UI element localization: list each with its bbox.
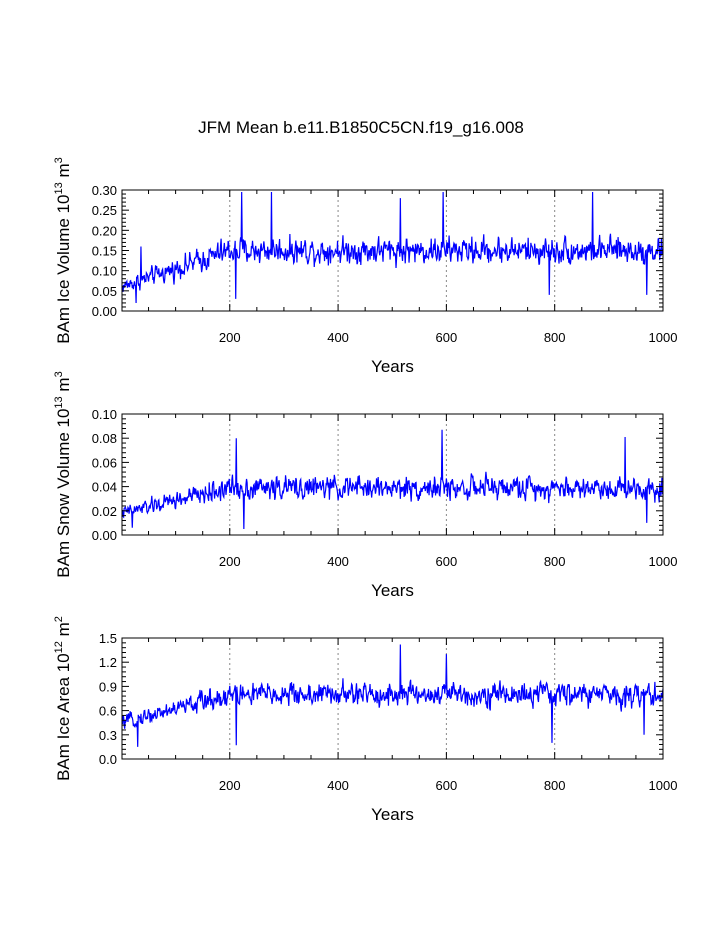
x-tick-label: 400 xyxy=(327,554,349,569)
series-line xyxy=(121,192,664,303)
ylabel-exp: 13 xyxy=(53,182,65,194)
ylabel-main: BAm Ice Volume 10 xyxy=(54,194,73,343)
figure-title: JFM Mean b.e11.B1850C5CN.f19_g16.008 xyxy=(198,118,524,137)
panel-ice-volume: Years BAm Ice Volume 1013 m3 200 400 600 80… xyxy=(53,157,677,376)
x-tick-label: 1000 xyxy=(649,554,678,569)
x-tick-label: 200 xyxy=(219,330,241,345)
xlabel: Years xyxy=(371,581,414,600)
y-tick-label: 1.2 xyxy=(99,655,117,670)
ylabel-main: BAm Ice Area 10 xyxy=(54,653,73,781)
y-tick-label: 0.10 xyxy=(92,407,117,422)
ylabel-unit: m xyxy=(54,377,73,396)
ylabel-exp: 12 xyxy=(53,641,65,653)
y-tick-label: 0.05 xyxy=(92,284,117,299)
ylabel-unit-exp: 3 xyxy=(53,371,65,377)
x-tick-label: 400 xyxy=(327,330,349,345)
ylabel-main: BAm Snow Volume 10 xyxy=(54,409,73,578)
x-tick-label: 400 xyxy=(327,778,349,793)
ylabel: BAm Snow Volume 1013 m3 xyxy=(53,371,73,577)
y-tick-label: 0.25 xyxy=(92,203,117,218)
xlabel: Years xyxy=(371,805,414,824)
y-tick-label: 1.5 xyxy=(99,631,117,646)
y-tick-label: 0.30 xyxy=(92,183,117,198)
y-tick-label: 0.02 xyxy=(92,504,117,519)
x-tick-label: 600 xyxy=(436,778,458,793)
y-tick-label: 0.00 xyxy=(92,304,117,319)
y-tick-label: 0.9 xyxy=(99,679,117,694)
y-tick-label: 0.10 xyxy=(92,264,117,279)
y-tick-label: 0.00 xyxy=(92,528,117,543)
ylabel-exp: 13 xyxy=(53,396,65,408)
y-tick-label: 0.04 xyxy=(92,480,117,495)
series-line xyxy=(121,429,664,529)
y-tick-label: 0.06 xyxy=(92,455,117,470)
plot-frame xyxy=(121,413,664,536)
series-line xyxy=(121,644,664,747)
x-tick-label: 1000 xyxy=(649,330,678,345)
panel-ice-area: Years BAm Ice Area 1012 m2 200 400 600 800 1… xyxy=(53,616,677,824)
ylabel: BAm Ice Volume 1013 m3 xyxy=(53,157,73,344)
y-tick-label: 0.15 xyxy=(92,244,117,259)
x-tick-label: 200 xyxy=(219,778,241,793)
x-tick-label: 600 xyxy=(436,554,458,569)
x-tick-label: 800 xyxy=(544,330,566,345)
ylabel-unit-exp: 3 xyxy=(53,157,65,163)
xlabel: Years xyxy=(371,357,414,376)
y-tick-label: 0.3 xyxy=(99,728,117,743)
ylabel-unit-exp: 2 xyxy=(53,616,65,622)
x-tick-label: 1000 xyxy=(649,778,678,793)
x-tick-label: 800 xyxy=(544,554,566,569)
ylabel-unit: m xyxy=(54,163,73,182)
x-tick-label: 800 xyxy=(544,778,566,793)
panel-snow-volume: Years BAm Snow Volume 1013 m3 200 400 600 8… xyxy=(53,371,677,600)
ylabel: BAm Ice Area 1012 m2 xyxy=(53,616,73,781)
x-tick-label: 600 xyxy=(436,330,458,345)
x-tick-label: 200 xyxy=(219,554,241,569)
y-tick-label: 0.6 xyxy=(99,704,117,719)
y-tick-label: 0.20 xyxy=(92,223,117,238)
y-tick-label: 0.08 xyxy=(92,431,117,446)
y-tick-label: 0.0 xyxy=(99,752,117,767)
ylabel-unit: m xyxy=(54,622,73,641)
